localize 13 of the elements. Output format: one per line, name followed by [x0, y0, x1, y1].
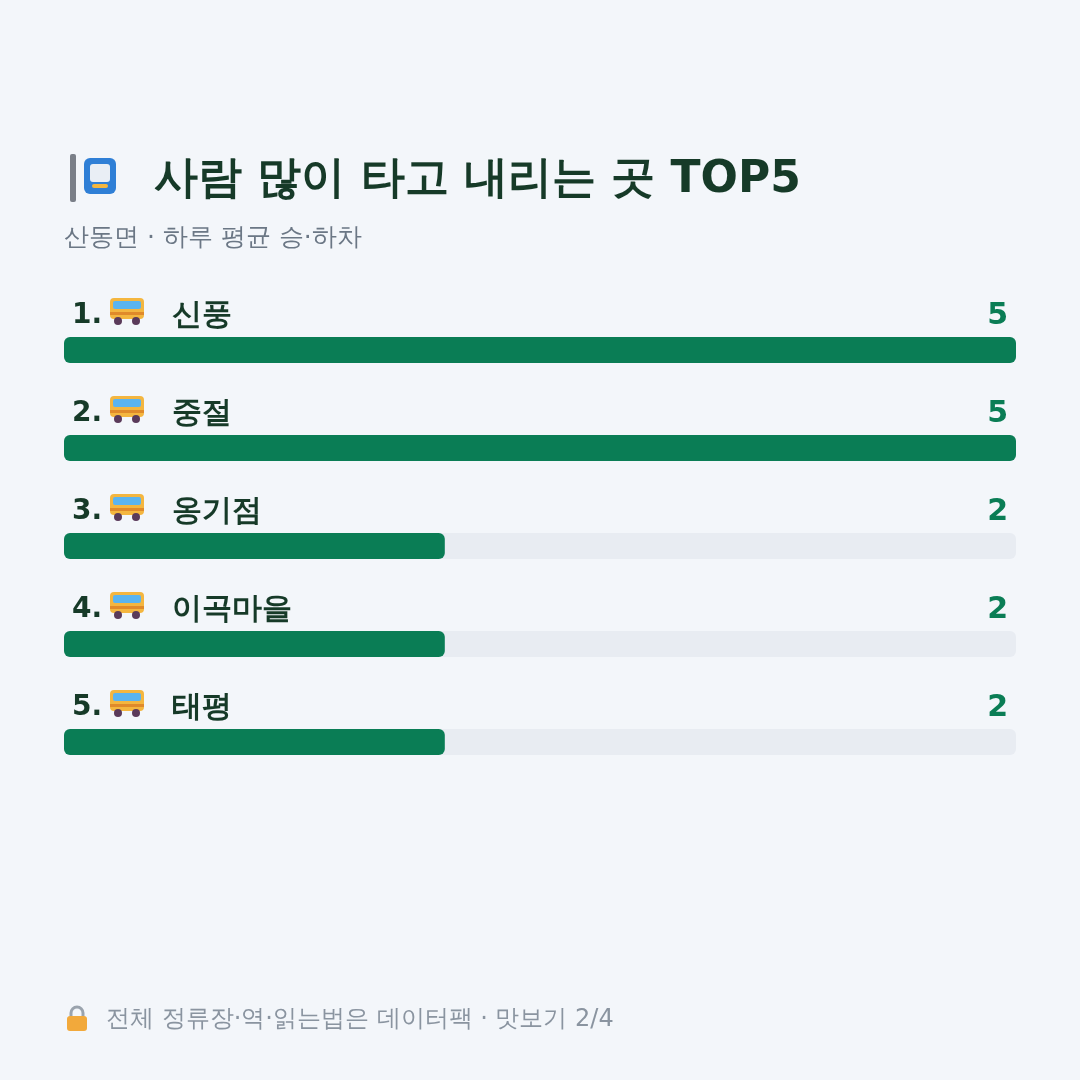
category-label: 5. 태평 — [72, 687, 233, 723]
category-label: 3. 옹기점 — [72, 491, 263, 527]
data-label: 2 — [987, 687, 1008, 723]
data-label: 2 — [987, 589, 1008, 625]
text: 전체 정류장·역·읽는법은 데이터팩 · 맛보기 2/4 — [106, 1003, 614, 1034]
category-label: 2. 중절 — [72, 393, 233, 429]
category-label: 4. 이곡마을 — [72, 589, 293, 625]
category-label: 1. 신풍 — [72, 295, 233, 331]
data-label: 2 — [987, 491, 1008, 527]
data-label: 5 — [987, 295, 1008, 331]
chart-title: 사람 많이 타고 내리는 곳 TOP5 — [154, 150, 801, 204]
chart-subtitle: 산동면 · 하루 평균 승·하차 — [64, 221, 362, 253]
data-label: 5 — [987, 393, 1008, 429]
